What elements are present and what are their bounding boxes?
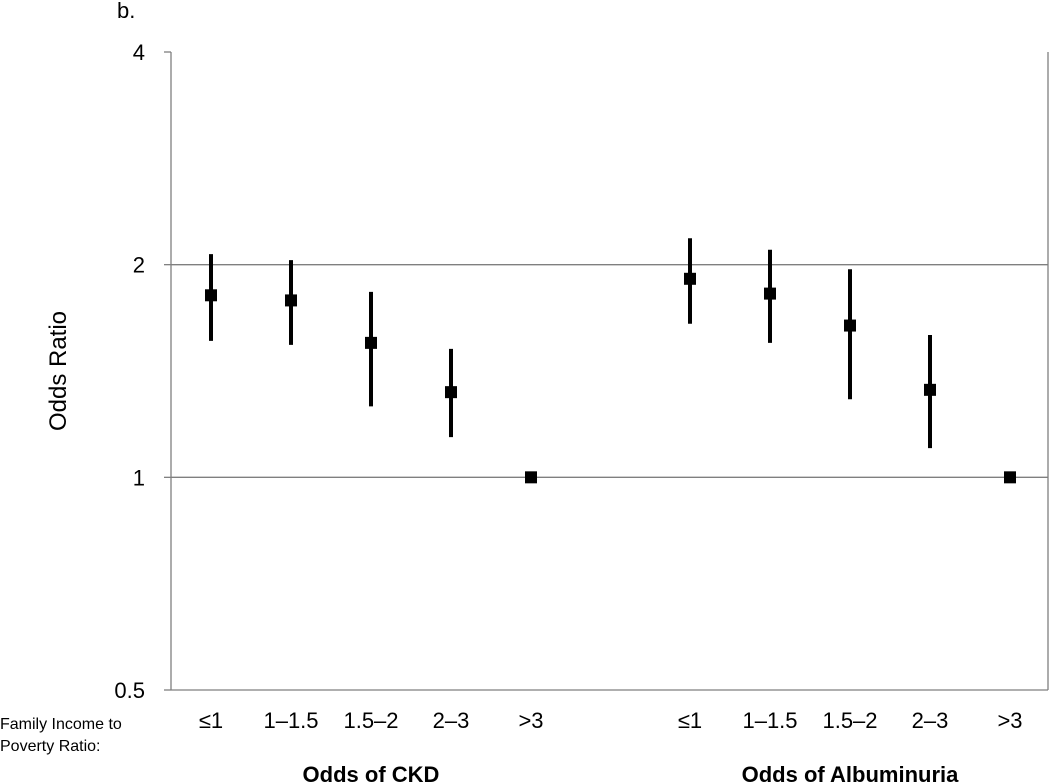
point-1-2 bbox=[844, 319, 856, 332]
group-label-1: Odds of Albuminuria bbox=[742, 762, 959, 784]
x-category-label-0-1: 1–1.5 bbox=[263, 708, 318, 733]
x-category-label-0-2: 1.5–2 bbox=[343, 708, 398, 733]
x-category-label-1-2: 1.5–2 bbox=[822, 708, 877, 733]
x-category-label-1-1: 1–1.5 bbox=[742, 708, 797, 733]
point-1-4 bbox=[1004, 471, 1016, 484]
x-category-label-0-4: >3 bbox=[518, 708, 543, 733]
x-category-label-1-4: >3 bbox=[997, 708, 1022, 733]
point-0-3 bbox=[445, 386, 457, 399]
x-category-labels: ≤1 1–1.5 1.5–2 2–3 >3 ≤1 1–1.5 1.5–2 2–3 >3 bbox=[199, 708, 1023, 733]
y-tick-label-1: 1 bbox=[133, 465, 145, 490]
point-0-2 bbox=[365, 336, 377, 349]
x-category-label-0-0: ≤1 bbox=[199, 708, 223, 733]
x-category-label-0-3: 2–3 bbox=[433, 708, 470, 733]
gridlines bbox=[171, 264, 1048, 478]
point-0-0 bbox=[205, 289, 217, 302]
point-0-1 bbox=[285, 294, 297, 307]
y-axis-ticks: 0.5 1 2 4 bbox=[114, 40, 171, 703]
point-1-3 bbox=[924, 383, 936, 396]
y-axis-label: Odds Ratio bbox=[45, 311, 72, 431]
x-category-label-1-3: 2–3 bbox=[912, 708, 949, 733]
x-row-label-line-2: Poverty Ratio: bbox=[0, 738, 100, 755]
y-tick-label-0: 0.5 bbox=[114, 678, 145, 703]
x-category-label-1-0: ≤1 bbox=[678, 708, 702, 733]
axes bbox=[170, 52, 1049, 691]
data-marks bbox=[205, 238, 1016, 484]
point-1-0 bbox=[684, 272, 696, 285]
y-tick-label-3: 4 bbox=[133, 40, 145, 65]
x-row-label-line-1: Family Income to bbox=[0, 716, 122, 733]
point-0-4 bbox=[525, 471, 537, 484]
y-tick-label-2: 2 bbox=[133, 253, 145, 278]
panel-label: b. bbox=[117, 0, 135, 23]
x-row-label: Family Income to Poverty Ratio: bbox=[0, 716, 126, 755]
group-label-0: Odds of CKD bbox=[303, 762, 440, 784]
point-1-1 bbox=[764, 287, 776, 300]
group-labels: Odds of CKD Odds of Albuminuria bbox=[303, 762, 960, 784]
